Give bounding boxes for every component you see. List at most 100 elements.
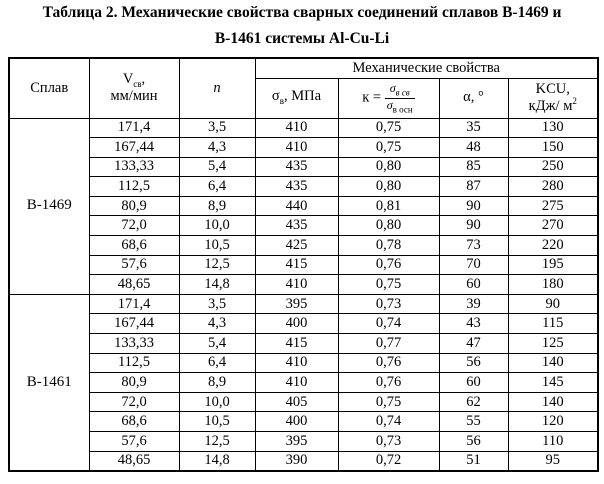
table-cell: 39	[439, 294, 508, 314]
table: Сплав Vсв,мм/мин n Механические свойства…	[8, 57, 599, 472]
table-cell: 415	[255, 255, 338, 275]
table-cell: 390	[255, 451, 338, 471]
table-cell: 0,73	[338, 294, 439, 314]
table-cell: 10,0	[179, 216, 255, 236]
table-cell: 70	[439, 255, 508, 275]
table-cell: 14,8	[179, 275, 255, 295]
table-cell: 400	[255, 412, 338, 432]
table-row: 48,6514,84100,7560180	[9, 275, 598, 295]
table-row: 167,444,34100,7548150	[9, 138, 598, 158]
table-cell: 133,33	[89, 334, 179, 354]
header-cell: n	[179, 58, 255, 118]
table-cell: 133,33	[89, 157, 179, 177]
table-row: 48,6514,83900,725195	[9, 451, 598, 471]
table-cell: 0,76	[338, 353, 439, 373]
table-row: 57,612,53950,7356110	[9, 432, 598, 452]
header-cell: KCU,кДж/ м2	[508, 78, 598, 118]
table-cell: 395	[255, 294, 338, 314]
table-cell: 55	[439, 412, 508, 432]
table-cell: 35	[439, 118, 508, 138]
table-cell: 90	[439, 196, 508, 216]
table-cell: 60	[439, 373, 508, 393]
alloy-cell: В-1461	[9, 294, 89, 471]
header-text: к =	[362, 89, 381, 105]
table-cell: 0,80	[338, 157, 439, 177]
table-cell: 405	[255, 392, 338, 412]
table-row: В-1461171,43,53950,733990	[9, 294, 598, 314]
alloy-cell: В-1469	[9, 118, 89, 294]
table-cell: 3,5	[179, 294, 255, 314]
title-line: В-1461 системы Al-Cu-Li	[0, 30, 604, 48]
subscript: в св	[396, 87, 410, 97]
table-cell: 435	[255, 157, 338, 177]
header-text: n	[213, 80, 220, 96]
table-cell: 435	[255, 177, 338, 197]
header-text: σ	[272, 88, 280, 104]
table-cell: 410	[255, 373, 338, 393]
table-cell: 56	[439, 432, 508, 452]
table-cell: 280	[508, 177, 598, 197]
table-cell: 140	[508, 353, 598, 373]
table-row: 167,444,34000,7443115	[9, 314, 598, 334]
table-cell: 5,4	[179, 334, 255, 354]
table-cell: 410	[255, 275, 338, 295]
table-cell: 10,5	[179, 412, 255, 432]
table-cell: 48	[439, 138, 508, 158]
table-cell: 0,80	[338, 216, 439, 236]
header-text: , МПа	[284, 88, 321, 104]
table-cell: 80,9	[89, 196, 179, 216]
header-text: мм/мин	[110, 88, 157, 104]
table-cell: 72,0	[89, 392, 179, 412]
header-text: ,	[142, 71, 146, 87]
table-cell: 90	[439, 216, 508, 236]
table-cell: 0,75	[338, 118, 439, 138]
table-row: 68,610,54000,7455120	[9, 412, 598, 432]
table-cell: 0,74	[338, 314, 439, 334]
table-cell: 8,9	[179, 196, 255, 216]
table-cell: 48,65	[89, 451, 179, 471]
table-cell: 0,78	[338, 236, 439, 256]
table-row: 57,612,54150,7670195	[9, 255, 598, 275]
table-cell: 43	[439, 314, 508, 334]
table-cell: 145	[508, 373, 598, 393]
table-row: 72,010,04350,8090270	[9, 216, 598, 236]
table-cell: 0,80	[338, 177, 439, 197]
table-cell: 171,4	[89, 118, 179, 138]
table-row: 72,010,04050,7562140	[9, 392, 598, 412]
table-cell: 171,4	[89, 294, 179, 314]
table-cell: 250	[508, 157, 598, 177]
table-cell: 95	[508, 451, 598, 471]
table-row: 80,98,94400,8190275	[9, 196, 598, 216]
table-cell: 410	[255, 118, 338, 138]
table-cell: 150	[508, 138, 598, 158]
table-cell: 0,76	[338, 255, 439, 275]
title-line: Таблица 2. Механические свойства сварных…	[0, 4, 604, 22]
table-cell: 6,4	[179, 353, 255, 373]
header-cell: Vсв,мм/мин	[89, 58, 179, 118]
table-row: 112,56,44350,8087280	[9, 177, 598, 197]
table-cell: 48,65	[89, 275, 179, 295]
table-cell: 400	[255, 314, 338, 334]
table-cell: 80,9	[89, 373, 179, 393]
table-cell: 47	[439, 334, 508, 354]
table-row: 133,335,44150,7747125	[9, 334, 598, 354]
table-cell: 68,6	[89, 236, 179, 256]
header-text: KCU,	[536, 81, 570, 97]
table-cell: 4,3	[179, 314, 255, 334]
table-cell: 395	[255, 432, 338, 452]
table-row: В-1469171,43,54100,7535130	[9, 118, 598, 138]
table-cell: 14,8	[179, 451, 255, 471]
header-text: α, °	[463, 89, 484, 105]
superscript: 2	[572, 96, 577, 106]
denominator: σв осн	[385, 99, 415, 115]
table-cell: 275	[508, 196, 598, 216]
table-cell: 0,81	[338, 196, 439, 216]
numerator: σв св	[385, 82, 415, 99]
header-text: Сплав	[30, 80, 68, 96]
table-cell: 195	[508, 255, 598, 275]
table-cell: 87	[439, 177, 508, 197]
table-cell: 51	[439, 451, 508, 471]
table-cell: 12,5	[179, 432, 255, 452]
table-cell: 435	[255, 216, 338, 236]
